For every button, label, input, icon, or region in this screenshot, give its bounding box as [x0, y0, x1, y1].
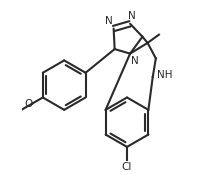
Text: N: N — [128, 11, 136, 21]
Text: O: O — [25, 99, 33, 109]
Text: N: N — [131, 56, 139, 66]
Text: Cl: Cl — [122, 162, 132, 172]
Text: N: N — [105, 16, 112, 26]
Text: NH: NH — [157, 70, 173, 80]
